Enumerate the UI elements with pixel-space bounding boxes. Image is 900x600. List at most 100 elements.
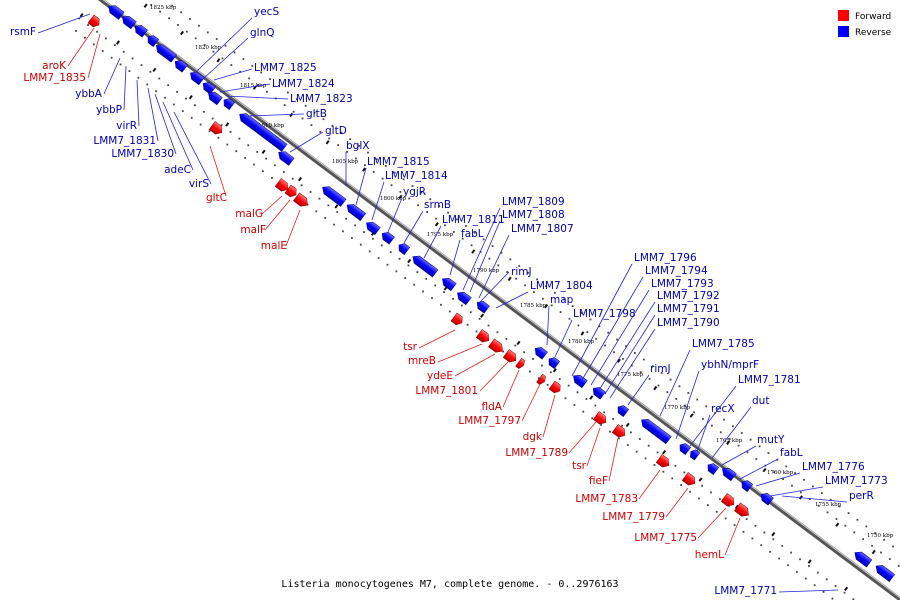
reverse-gene-label-gltb[interactable]: gltB bbox=[306, 108, 327, 120]
guide-dot bbox=[675, 397, 678, 400]
reverse-gene-label-gltd[interactable]: gltD bbox=[325, 125, 347, 137]
forward-gene-label-lmm7-1801[interactable]: LMM7_1801 bbox=[415, 385, 478, 397]
guide-dot bbox=[723, 418, 725, 421]
guide-dot bbox=[466, 323, 469, 326]
guide-dot bbox=[447, 211, 449, 214]
reverse-gene-label-lmm7-1798[interactable]: LMM7_1798 bbox=[573, 308, 636, 320]
reverse-gene-label-lmm7-1807[interactable]: LMM7_1807 bbox=[511, 223, 574, 235]
reverse-gene-label-glnq[interactable]: glnQ bbox=[250, 27, 275, 39]
forward-gene-label-lmm7-1775[interactable]: LMM7_1775 bbox=[634, 532, 697, 544]
reverse-gene-label-virs[interactable]: virS bbox=[189, 178, 209, 190]
guide-dot bbox=[831, 597, 834, 600]
forward-gene-label-flda[interactable]: fldA bbox=[482, 401, 503, 413]
reverse-gene-label-bglx[interactable]: bglX bbox=[346, 140, 369, 152]
guide-dot bbox=[696, 398, 699, 401]
reverse-gene-label-lmm7-1791[interactable]: LMM7_1791 bbox=[657, 303, 720, 315]
guide-dot bbox=[395, 270, 398, 273]
guide-dot bbox=[78, 17, 81, 20]
forward-gene-label-tsr[interactable]: tsr bbox=[403, 341, 418, 353]
reverse-gene-label-lmm7-1811[interactable]: LMM7_1811 bbox=[442, 214, 505, 226]
reverse-gene-label-lmm7-1824[interactable]: LMM7_1824 bbox=[272, 78, 335, 90]
reverse-gene-label-lmm7-1796[interactable]: LMM7_1796 bbox=[634, 252, 697, 264]
forward-gene-label-lmm7-1783[interactable]: LMM7_1783 bbox=[575, 493, 638, 505]
reverse-gene-label-lmm7-1793[interactable]: LMM7_1793 bbox=[651, 278, 714, 290]
guide-dash bbox=[79, 12, 84, 18]
reverse-gene-glyph bbox=[679, 443, 692, 455]
guide-dot bbox=[260, 71, 263, 74]
guide-dot bbox=[464, 225, 467, 227]
reverse-gene-label-perr[interactable]: perR bbox=[849, 490, 874, 502]
guide-dot bbox=[754, 524, 757, 527]
forward-gene-label-male[interactable]: malE bbox=[261, 240, 287, 252]
reverse-gene-label-ygjr[interactable]: ygjR bbox=[403, 186, 426, 198]
reverse-gene-label-lmm7-1808[interactable]: LMM7_1808 bbox=[502, 209, 565, 221]
forward-gene-label-dgk[interactable]: dgk bbox=[523, 431, 543, 443]
reverse-gene-label-lmm7-1794[interactable]: LMM7_1794 bbox=[645, 265, 708, 277]
reverse-gene-label-lmm7-1773[interactable]: LMM7_1773 bbox=[825, 475, 888, 487]
reverse-gene-label-lmm7-1792[interactable]: LMM7_1792 bbox=[657, 290, 720, 302]
forward-gene-label-fief[interactable]: fieF bbox=[589, 475, 608, 487]
guide-dot bbox=[217, 136, 220, 139]
reverse-gene-label-lmm7-1823[interactable]: LMM7_1823 bbox=[290, 93, 353, 105]
reverse-gene-label-ybba[interactable]: ybbA bbox=[75, 88, 103, 100]
forward-gene-label-lmm7-1797[interactable]: LMM7_1797 bbox=[458, 415, 521, 427]
guide-dash bbox=[516, 340, 521, 346]
guide-dot bbox=[751, 537, 754, 540]
reverse-gene-label-yecs[interactable]: yecS bbox=[254, 6, 279, 18]
reverse-gene-label-fabl[interactable]: fabL bbox=[780, 447, 803, 459]
forward-leader-line bbox=[542, 394, 556, 438]
reverse-gene-label-ybhn-mprf[interactable]: ybhN/mprF bbox=[701, 359, 759, 371]
reverse-gene-label-lmm7-1830[interactable]: LMM7_1830 bbox=[111, 148, 174, 160]
forward-gene-label-gltc[interactable]: gltC bbox=[206, 192, 227, 204]
reverse-gene-label-virr[interactable]: virR bbox=[116, 120, 137, 132]
reverse-gene-label-ybbp[interactable]: ybbP bbox=[96, 104, 122, 116]
forward-gene-label-lmm7-1835[interactable]: LMM7_1835 bbox=[23, 72, 86, 84]
forward-gene-label-malf[interactable]: malF bbox=[240, 224, 266, 236]
guide-dot bbox=[363, 231, 365, 233]
guide-dot bbox=[377, 257, 380, 259]
guide-dot bbox=[537, 377, 540, 380]
guide-dot bbox=[880, 551, 882, 554]
reverse-gene-label-adec[interactable]: adeC bbox=[164, 164, 191, 176]
guide-dot bbox=[782, 478, 784, 480]
reverse-gene-label-map[interactable]: map bbox=[550, 294, 574, 306]
forward-gene-label-malg[interactable]: malG bbox=[235, 208, 263, 220]
reverse-gene-label-lmm7-1831[interactable]: LMM7_1831 bbox=[93, 135, 156, 147]
guide-dot bbox=[177, 24, 179, 26]
forward-gene-label-mreb[interactable]: mreB bbox=[408, 355, 436, 367]
reverse-gene-label-srmb[interactable]: srmB bbox=[424, 199, 451, 211]
tick-label-1815-kbp: 1815 kbp bbox=[240, 83, 267, 89]
reverse-gene-label-lmm7-1771[interactable]: LMM7_1771 bbox=[714, 585, 777, 597]
forward-gene-label-lmm7-1779[interactable]: LMM7_1779 bbox=[602, 511, 665, 523]
reverse-gene-label-rimj[interactable]: rimJ bbox=[511, 266, 532, 278]
reverse-leader-line bbox=[609, 328, 656, 399]
reverse-gene-label-lmm7-1781[interactable]: LMM7_1781 bbox=[738, 374, 801, 386]
reverse-gene-label-lmm7-1814[interactable]: LMM7_1814 bbox=[385, 170, 448, 182]
forward-gene-label-ydee[interactable]: ydeE bbox=[427, 370, 453, 382]
reverse-gene-label-lmm7-1825[interactable]: LMM7_1825 bbox=[254, 62, 317, 74]
guide-dot bbox=[434, 284, 437, 287]
reverse-gene-label-lmm7-1790[interactable]: LMM7_1790 bbox=[657, 317, 720, 329]
reverse-gene-label-recx[interactable]: recX bbox=[711, 403, 735, 415]
tick-label-1795-kbp: 1795 kbp bbox=[427, 232, 454, 238]
reverse-gene-label-rimj[interactable]: rimJ bbox=[650, 363, 671, 375]
guide-dot bbox=[203, 44, 206, 46]
reverse-leader-line bbox=[147, 87, 159, 142]
reverse-gene-label-rsmf[interactable]: rsmF bbox=[10, 26, 36, 38]
guide-dot bbox=[856, 518, 859, 521]
reverse-gene-label-lmm7-1776[interactable]: LMM7_1776 bbox=[802, 461, 865, 473]
guide-dot bbox=[333, 223, 336, 226]
forward-gene-label-arok[interactable]: aroK bbox=[42, 60, 67, 72]
reverse-gene-label-dut[interactable]: dut bbox=[752, 395, 769, 407]
forward-gene-label-tsr[interactable]: tsr bbox=[572, 460, 587, 472]
forward-gene-label-lmm7-1789[interactable]: LMM7_1789 bbox=[505, 447, 568, 459]
reverse-gene-label-muty[interactable]: mutY bbox=[757, 434, 785, 446]
reverse-gene-label-lmm7-1815[interactable]: LMM7_1815 bbox=[367, 156, 430, 168]
reverse-gene-label-lmm7-1804[interactable]: LMM7_1804 bbox=[530, 280, 593, 292]
reverse-gene-label-fabl[interactable]: fabL bbox=[461, 228, 484, 240]
forward-leader-line bbox=[454, 353, 496, 377]
reverse-gene-label-lmm7-1785[interactable]: LMM7_1785 bbox=[692, 338, 755, 350]
guide-dot bbox=[630, 431, 632, 434]
reverse-gene-label-lmm7-1809[interactable]: LMM7_1809 bbox=[502, 196, 565, 208]
forward-gene-label-heml[interactable]: hemL bbox=[695, 549, 724, 561]
